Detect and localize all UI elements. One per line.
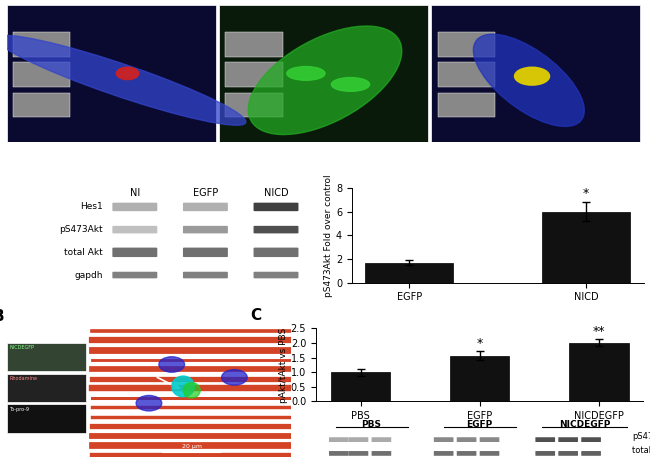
Text: To-pro-9: To-pro-9 bbox=[9, 407, 29, 412]
FancyBboxPatch shape bbox=[457, 451, 476, 456]
Bar bbox=[331, 372, 391, 401]
Ellipse shape bbox=[332, 78, 370, 91]
FancyBboxPatch shape bbox=[112, 203, 157, 211]
FancyBboxPatch shape bbox=[329, 437, 348, 442]
FancyBboxPatch shape bbox=[437, 32, 495, 57]
FancyBboxPatch shape bbox=[112, 226, 157, 233]
FancyBboxPatch shape bbox=[348, 437, 369, 442]
FancyBboxPatch shape bbox=[480, 451, 499, 456]
Text: B: B bbox=[0, 310, 4, 324]
Ellipse shape bbox=[287, 67, 325, 80]
FancyBboxPatch shape bbox=[372, 437, 391, 442]
FancyBboxPatch shape bbox=[372, 451, 391, 456]
FancyBboxPatch shape bbox=[536, 437, 555, 442]
Text: A: A bbox=[0, 0, 12, 2]
Text: Hes1: Hes1 bbox=[80, 202, 103, 212]
FancyBboxPatch shape bbox=[183, 272, 228, 278]
FancyBboxPatch shape bbox=[225, 93, 283, 117]
Text: C: C bbox=[250, 308, 261, 322]
Ellipse shape bbox=[172, 376, 194, 397]
Text: **: ** bbox=[593, 325, 605, 338]
Text: total Akt: total Akt bbox=[632, 446, 650, 455]
FancyBboxPatch shape bbox=[254, 203, 298, 211]
Y-axis label: pS473Akt Fold over control: pS473Akt Fold over control bbox=[324, 174, 333, 297]
FancyBboxPatch shape bbox=[329, 451, 348, 456]
Text: 20 μm: 20 μm bbox=[181, 444, 202, 450]
Ellipse shape bbox=[0, 36, 246, 125]
Ellipse shape bbox=[222, 370, 247, 385]
Ellipse shape bbox=[136, 395, 162, 411]
Text: total Akt: total Akt bbox=[64, 248, 103, 257]
FancyBboxPatch shape bbox=[254, 226, 298, 233]
FancyBboxPatch shape bbox=[558, 451, 578, 456]
Text: NI: NI bbox=[130, 188, 140, 198]
Bar bbox=[450, 356, 510, 401]
FancyBboxPatch shape bbox=[434, 451, 454, 456]
FancyBboxPatch shape bbox=[558, 437, 578, 442]
Bar bbox=[542, 212, 630, 283]
FancyBboxPatch shape bbox=[348, 451, 369, 456]
Ellipse shape bbox=[515, 67, 549, 85]
FancyBboxPatch shape bbox=[225, 62, 283, 87]
Bar bbox=[365, 262, 454, 283]
FancyBboxPatch shape bbox=[183, 226, 228, 233]
FancyBboxPatch shape bbox=[254, 272, 298, 278]
FancyBboxPatch shape bbox=[480, 437, 499, 442]
FancyBboxPatch shape bbox=[581, 437, 601, 442]
Text: *: * bbox=[583, 188, 589, 201]
Ellipse shape bbox=[159, 357, 185, 372]
FancyBboxPatch shape bbox=[6, 373, 86, 402]
Text: NICDEGFP: NICDEGFP bbox=[9, 345, 34, 350]
Text: PBS: PBS bbox=[361, 420, 382, 430]
FancyBboxPatch shape bbox=[6, 5, 216, 142]
Text: NICDEGFP: NICDEGFP bbox=[559, 420, 610, 430]
Text: NICD: NICD bbox=[264, 188, 289, 198]
Text: gapdh: gapdh bbox=[74, 271, 103, 280]
Text: EGFP: EGFP bbox=[467, 420, 493, 430]
Ellipse shape bbox=[473, 34, 584, 127]
FancyBboxPatch shape bbox=[434, 437, 454, 442]
FancyBboxPatch shape bbox=[13, 62, 70, 87]
Text: EGFP: EGFP bbox=[193, 188, 218, 198]
Text: Rhodamine: Rhodamine bbox=[9, 376, 37, 381]
FancyBboxPatch shape bbox=[219, 5, 428, 142]
FancyBboxPatch shape bbox=[225, 32, 283, 57]
Text: *: * bbox=[476, 337, 483, 350]
FancyBboxPatch shape bbox=[437, 93, 495, 117]
FancyBboxPatch shape bbox=[536, 451, 555, 456]
FancyBboxPatch shape bbox=[112, 272, 157, 278]
FancyBboxPatch shape bbox=[431, 5, 640, 142]
Ellipse shape bbox=[248, 26, 402, 134]
Ellipse shape bbox=[183, 383, 200, 398]
FancyBboxPatch shape bbox=[457, 437, 476, 442]
FancyBboxPatch shape bbox=[13, 32, 70, 57]
Text: pS473Akt: pS473Akt bbox=[59, 225, 103, 234]
FancyBboxPatch shape bbox=[6, 342, 86, 371]
FancyBboxPatch shape bbox=[581, 451, 601, 456]
FancyBboxPatch shape bbox=[183, 203, 228, 211]
FancyBboxPatch shape bbox=[13, 93, 70, 117]
FancyBboxPatch shape bbox=[254, 248, 298, 257]
FancyBboxPatch shape bbox=[437, 62, 495, 87]
Text: pS473Akt: pS473Akt bbox=[632, 432, 650, 441]
FancyBboxPatch shape bbox=[6, 405, 86, 433]
FancyBboxPatch shape bbox=[183, 248, 228, 257]
Ellipse shape bbox=[116, 67, 138, 79]
Y-axis label: pAkt/tAkt vs PBS: pAkt/tAkt vs PBS bbox=[279, 327, 288, 402]
FancyBboxPatch shape bbox=[112, 248, 157, 257]
Bar bbox=[569, 343, 629, 401]
